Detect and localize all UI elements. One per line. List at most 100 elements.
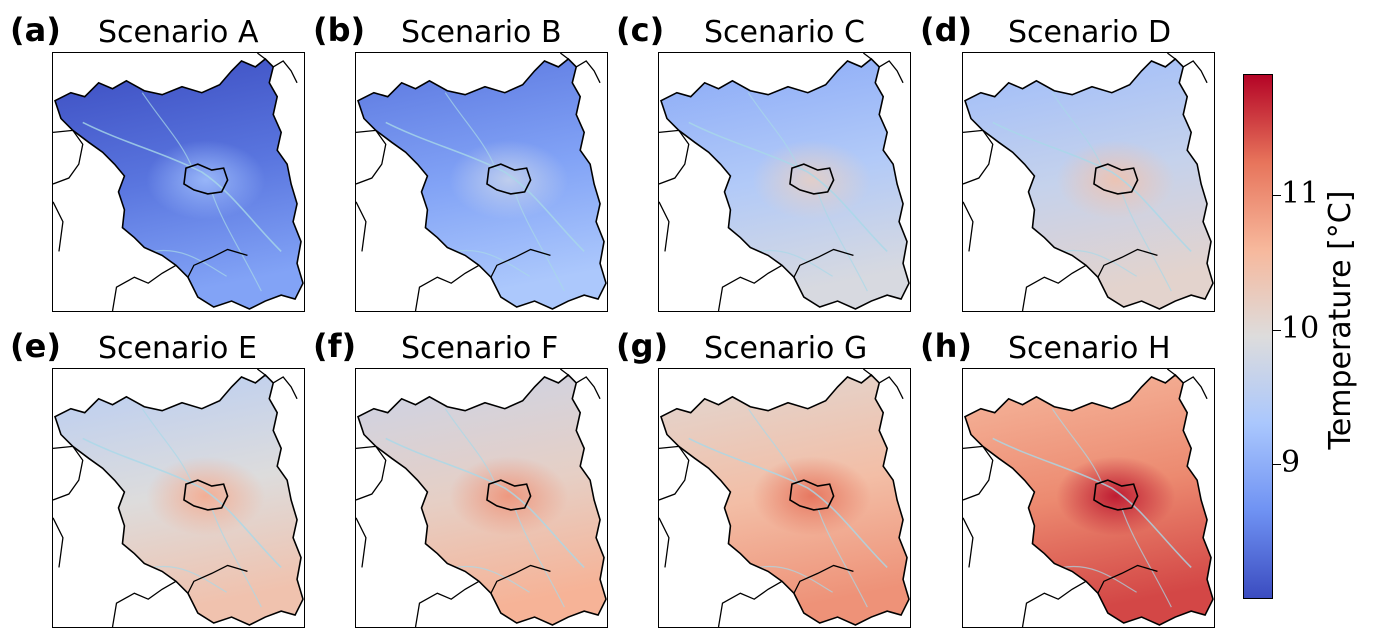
map-svg: [659, 369, 910, 627]
river: [444, 92, 496, 168]
colorbar-tick-label: 11: [1281, 176, 1320, 211]
urban-heat-area: [146, 456, 266, 536]
river: [688, 437, 888, 569]
urban-heat-area: [752, 456, 872, 536]
river: [1062, 565, 1137, 593]
river: [385, 121, 585, 253]
panel-title: Scenario F: [401, 331, 559, 366]
river: [152, 249, 227, 277]
panel-label: (e): [10, 327, 61, 365]
state-border: [357, 373, 607, 626]
panel-title: Scenario G: [704, 331, 868, 366]
state-border: [660, 373, 910, 626]
river: [1051, 408, 1103, 484]
city-border: [789, 479, 835, 511]
city-border: [183, 163, 229, 195]
river: [758, 565, 833, 593]
neighbor-border: [1097, 564, 1158, 594]
river: [817, 191, 868, 292]
panel-label: (b): [313, 11, 366, 49]
map-panel: [355, 368, 608, 628]
map-panel: [658, 52, 911, 312]
city-border: [1093, 163, 1139, 195]
neighbor-border: [659, 445, 690, 501]
city-border: [183, 479, 229, 511]
neighbor-border: [111, 580, 177, 627]
urban-heat-area: [146, 140, 266, 220]
river: [152, 565, 227, 593]
neighbor-border: [1097, 248, 1158, 278]
neighbor-border: [659, 129, 690, 185]
neighbor-border: [1166, 53, 1208, 84]
river: [82, 437, 282, 569]
river: [1051, 92, 1103, 168]
map-svg: [356, 369, 607, 627]
river: [1121, 191, 1172, 292]
neighbor-border: [1021, 580, 1087, 627]
map-svg: [53, 369, 304, 627]
colorbar-label: Temperature [°C]: [1322, 190, 1358, 450]
neighbor-border: [490, 564, 551, 594]
neighbor-border: [53, 445, 84, 501]
river: [514, 191, 565, 292]
urban-heat-area: [449, 140, 569, 220]
river: [211, 191, 262, 292]
urban-heat-area: [1056, 140, 1176, 220]
neighbor-border: [356, 129, 387, 185]
neighbor-border: [414, 580, 480, 627]
neighbor-border: [490, 248, 551, 278]
urban-heat-area: [449, 456, 569, 536]
neighbor-border: [256, 53, 298, 84]
neighbor-border: [963, 129, 994, 185]
state-border: [964, 57, 1214, 310]
colorbar-tick-label: 9: [1281, 445, 1301, 480]
river: [992, 437, 1192, 569]
neighbor-border: [53, 129, 84, 185]
river: [141, 92, 193, 168]
city-border: [1093, 479, 1139, 511]
map-svg: [356, 53, 607, 311]
map-panel: [962, 368, 1215, 628]
map-svg: [659, 53, 910, 311]
neighbor-border: [256, 369, 298, 400]
neighbor-border: [659, 517, 670, 568]
colorbar-tick: [1273, 464, 1281, 465]
panel-title: Scenario A: [98, 15, 259, 50]
river: [444, 408, 496, 484]
river: [688, 121, 888, 253]
neighbor-border: [356, 201, 367, 252]
river: [141, 408, 193, 484]
state-border: [964, 373, 1214, 626]
panel-title: Scenario D: [1008, 15, 1172, 50]
map-panel: [962, 52, 1215, 312]
neighbor-border: [963, 201, 974, 252]
river: [992, 121, 1192, 253]
neighbor-border: [356, 445, 387, 501]
panel-title: Scenario E: [98, 331, 257, 366]
river: [82, 121, 282, 253]
river: [1121, 507, 1172, 608]
state-border: [54, 373, 304, 626]
map-svg: [963, 53, 1214, 311]
panel-label: (a): [10, 11, 61, 49]
map-svg: [963, 369, 1214, 627]
state-border: [357, 57, 607, 310]
river: [211, 507, 262, 608]
river: [385, 437, 585, 569]
neighbor-border: [717, 580, 783, 627]
neighbor-border: [187, 248, 248, 278]
river: [514, 507, 565, 608]
neighbor-border: [414, 264, 480, 311]
map-panel: [658, 368, 911, 628]
panel-title: Scenario C: [704, 15, 865, 50]
river: [747, 408, 799, 484]
neighbor-border: [111, 264, 177, 311]
river: [817, 507, 868, 608]
river: [747, 92, 799, 168]
neighbor-border: [659, 201, 670, 252]
state-border: [54, 57, 304, 310]
neighbor-border: [53, 201, 64, 252]
neighbor-border: [53, 517, 64, 568]
panel-label: (h): [920, 327, 973, 365]
neighbor-border: [793, 564, 854, 594]
